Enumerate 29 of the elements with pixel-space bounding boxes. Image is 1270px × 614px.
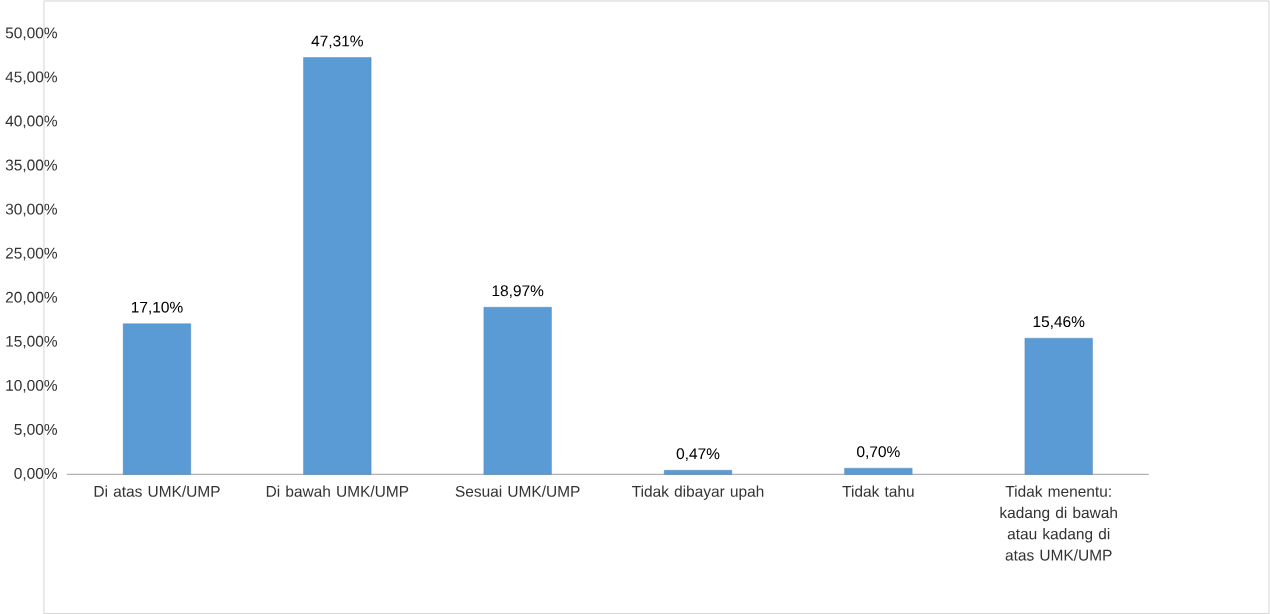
data-label: 0,70% xyxy=(857,446,900,459)
y-tick-label: 25,00% xyxy=(5,247,58,261)
bar xyxy=(122,323,191,475)
y-tick-label: 0,00% xyxy=(14,467,58,481)
y-tick-label: 50,00% xyxy=(5,27,58,40)
y-tick-label: 20,00% xyxy=(5,291,58,305)
x-tick-label: Di atas UMK/UMP xyxy=(94,485,220,497)
data-label: 18,97% xyxy=(492,285,544,298)
data-label: 15,46% xyxy=(1033,315,1085,329)
bar xyxy=(844,467,913,475)
y-tick-label: 10,00% xyxy=(6,379,58,393)
bar xyxy=(1024,337,1093,475)
x-tick-label: Tidak dibayar upah xyxy=(632,485,764,500)
data-label: 17,10% xyxy=(131,301,183,315)
data-label: 47,31% xyxy=(311,35,363,49)
y-tick-label: 15,00% xyxy=(6,335,58,349)
bar xyxy=(664,469,733,475)
y-tick-label: 40,00% xyxy=(5,115,58,129)
y-tick-label: 35,00% xyxy=(5,159,58,173)
x-tick-label: Tidak menentu: kadang di bawah atau kadang di atas UMK/UMP xyxy=(1000,485,1117,561)
y-tick-label: 5,00% xyxy=(14,423,58,437)
x-tick-label: Sesuai UMK/UMP xyxy=(455,485,580,497)
y-tick-label: 30,00% xyxy=(5,203,58,217)
x-tick-label: Tidak tahu xyxy=(842,485,914,497)
data-label: 0,47% xyxy=(676,448,720,461)
bar xyxy=(303,57,372,475)
y-tick-label: 45,00% xyxy=(5,71,58,85)
x-tick-label: Di bawah UMK/UMP xyxy=(266,485,409,497)
bar xyxy=(483,306,552,475)
